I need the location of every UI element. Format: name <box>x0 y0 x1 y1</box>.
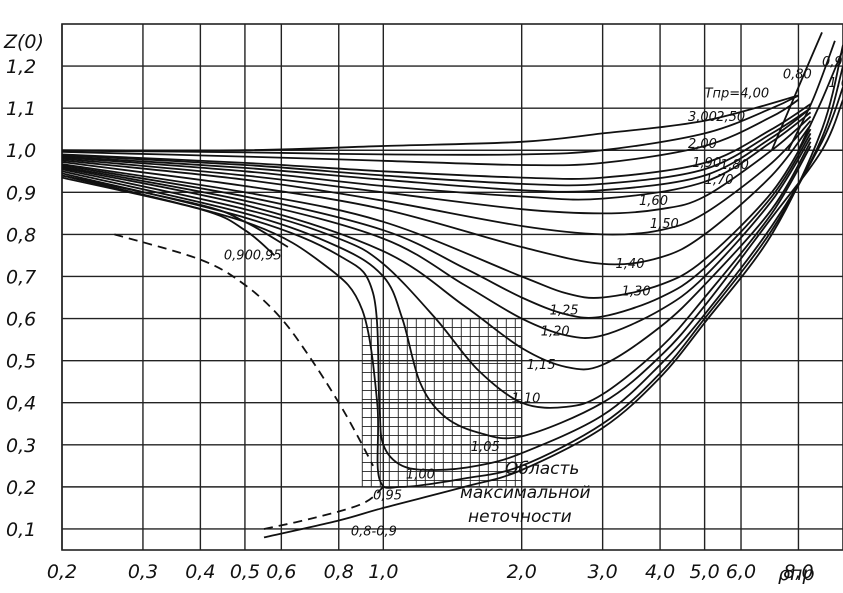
dashed-boundary-curve <box>114 233 374 467</box>
y-tick-label: 0,8 <box>6 224 36 246</box>
curve-label: 1,90 <box>692 156 721 171</box>
isotherm-curve <box>787 40 836 151</box>
isotherm-curve <box>61 128 812 299</box>
isotherm-curve <box>61 124 812 266</box>
curve-label: 1,25 <box>550 303 579 318</box>
curve-label: 0,90 <box>224 249 253 264</box>
curve-label: 1,10 <box>511 392 540 407</box>
y-tick-label: 1,0 <box>6 140 36 162</box>
curve-label: 1,00 <box>406 467 435 482</box>
isotherm-curve <box>61 65 843 489</box>
curve-label: 1,80 <box>720 158 749 173</box>
x-tick-label: 4,0 <box>645 561 675 583</box>
curve-label: 0,8-0,9 <box>351 524 397 539</box>
curve-label: 1,70 <box>705 173 734 188</box>
curve-label: 1,15 <box>527 358 556 373</box>
isotherm-curve <box>263 44 843 539</box>
isotherm-curve <box>61 137 812 339</box>
isotherm-curve <box>61 98 799 167</box>
y-tick-label: 1,1 <box>6 98 36 120</box>
curve-label: 1,30 <box>622 284 651 299</box>
plot-frame <box>61 23 843 551</box>
y-tick-label: 0,1 <box>6 519 36 541</box>
dashed-boundary-curve <box>263 486 384 530</box>
curve-label: 3,00 <box>688 110 717 125</box>
isotherm-curve <box>61 145 812 409</box>
x-tick-label: 5,0 <box>690 561 720 583</box>
y-tick-label: 0,6 <box>6 309 36 331</box>
isotherm-curve <box>61 99 843 440</box>
curve-label: 0,95 <box>253 249 282 264</box>
y-tick-label: 0,9 <box>6 182 36 204</box>
curve-label: 0,95 <box>373 489 402 504</box>
y-tick-label: 0,2 <box>6 477 36 499</box>
curve-label: 1,50 <box>650 217 679 232</box>
isotherm-curve <box>61 115 812 215</box>
isotherm-curve <box>61 94 799 156</box>
isotherm-curve <box>61 86 843 471</box>
isotherm-curve <box>61 141 812 371</box>
annotation-line-1: Область <box>505 459 579 479</box>
curve-label: 2,50 <box>716 110 745 125</box>
x-tick-label: 0,3 <box>128 561 158 583</box>
curve-label: 1,00 <box>829 76 843 91</box>
inaccuracy-annotation: Область максимальной неточности <box>460 459 591 527</box>
y-tick-label: 0,5 <box>6 351 36 373</box>
y-axis-title: Z(0) <box>3 31 44 53</box>
annotation-line-2: максимальной <box>460 483 591 503</box>
x-tick-label: 0,6 <box>266 561 296 583</box>
isotherm-curve <box>61 111 812 201</box>
curve-labels: Tпр=4,00 3,00 2,50 2,00 1,901,801,70 1,60 1,50… <box>224 55 843 539</box>
curve-label: 2,00 <box>688 137 717 152</box>
curve-label: 1,20 <box>541 324 570 339</box>
isotherm-curve <box>61 120 812 236</box>
isotherm-curves <box>61 32 843 539</box>
x-axis-title: ρпр <box>778 563 815 585</box>
isotherm-curve <box>61 94 799 152</box>
annotation-line-3: неточности <box>468 507 572 527</box>
curve-label: 1,05 <box>471 440 500 455</box>
curve-label: Tпр=4,00 <box>705 87 770 102</box>
curve-label: 0,90 <box>822 55 843 70</box>
isotherm-curve <box>770 32 823 151</box>
y-tick-label: 1,2 <box>6 56 36 78</box>
x-tick-label: 8,0 <box>783 561 813 583</box>
curve-label: 0,80 <box>783 68 812 83</box>
curve-label: 1,40 <box>616 257 645 272</box>
isotherm-curve <box>61 176 276 257</box>
x-tick-label: 0,8 <box>324 561 354 583</box>
x-tick-label: 2,0 <box>507 561 537 583</box>
x-tick-label: 0,2 <box>47 561 77 583</box>
y-tick-label: 0,3 <box>6 435 36 457</box>
y-tick-label: 0,4 <box>6 393 36 415</box>
isotherm-curve <box>61 103 812 180</box>
isotherm-curve <box>61 132 812 319</box>
x-tick-label: 1,0 <box>368 561 398 583</box>
isotherm-curve <box>61 174 289 248</box>
curve-label: 1,60 <box>639 194 668 209</box>
x-tick-label: 3,0 <box>588 561 618 583</box>
isotherm-curve <box>61 107 812 187</box>
isotherm-curve <box>797 48 843 151</box>
x-tick-label: 0,5 <box>230 561 260 583</box>
x-tick-label: 0,4 <box>185 561 215 583</box>
y-tick-label: 0,7 <box>6 266 36 288</box>
isotherm-curve <box>61 107 812 193</box>
inaccuracy-region-hatch <box>361 318 522 487</box>
x-tick-label: 6,0 <box>726 561 756 583</box>
axis-ticks: 0,2 0,3 0,4 0,5 0,6 0,8 1,0 2,0 3,0 4,0 5,0 6,0 8,0 0… <box>6 56 814 583</box>
